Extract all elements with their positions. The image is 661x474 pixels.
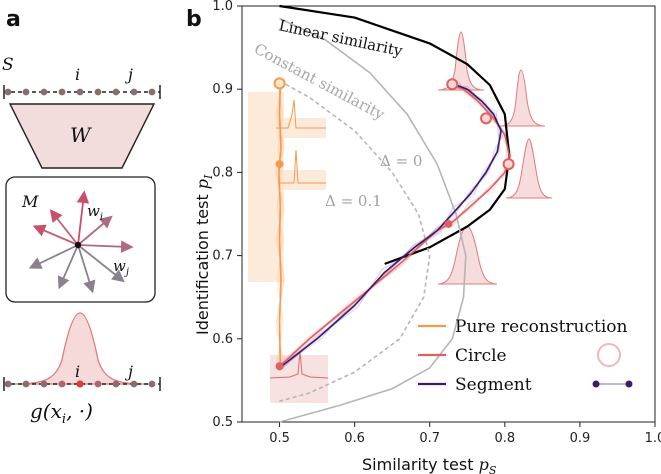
x-tick-label: 0.7: [419, 431, 440, 446]
x-tick-label: 0.5: [269, 431, 290, 446]
y-tick-label: 1.0: [212, 0, 233, 14]
legend-segment-dot-left: [592, 380, 600, 388]
x-tick-label: 0.6: [344, 431, 365, 446]
legend: Pure reconstruction Circle Segment: [418, 317, 633, 395]
bottom-index-i: i: [75, 362, 80, 381]
series-noise-trace: [274, 76, 286, 361]
series-line--0-1: [279, 80, 431, 402]
legend-circle-icon: [597, 343, 621, 367]
y-axis-label: Identification test pI: [193, 174, 215, 335]
set-s-label: S: [2, 55, 14, 75]
data-point: [275, 362, 284, 371]
legend-segment-dot-right: [625, 380, 633, 388]
y-tick-label: 0.5: [212, 415, 233, 430]
data-point: [502, 158, 515, 171]
data-point: [275, 160, 284, 169]
y-tick-label: 0.7: [212, 249, 233, 264]
weights-label: W: [70, 123, 92, 147]
chart-lines: [274, 4, 513, 423]
x-tick-label: 0.9: [570, 431, 591, 446]
vector-wi-label: wi: [87, 202, 103, 223]
series-line-linear-similarity: [279, 4, 511, 265]
series-line-pure-reconstruction: [278, 80, 282, 364]
series-line-segment: [279, 84, 502, 369]
x-axis-label: Similarity test pS: [362, 455, 497, 474]
y-tick-label: 0.9: [212, 82, 233, 97]
vector-wj-label: wj: [113, 257, 129, 278]
series-noise-trace: [274, 79, 286, 365]
label-delta-0: Δ = 0: [380, 152, 422, 170]
inset-backgrounds: [248, 92, 329, 403]
weights-trapezoid: W: [8, 103, 156, 169]
label-linear-similarity: Linear similarity: [277, 16, 404, 60]
x-tick-label: 0.8: [494, 431, 515, 446]
legend-label-segment: Segment: [455, 375, 532, 395]
x-tick-label: 1.0: [645, 431, 661, 446]
matrix-box: M wi wj: [5, 176, 156, 303]
data-point: [446, 78, 459, 91]
plot-frame: [241, 5, 656, 423]
data-point: [480, 112, 493, 125]
y-tick-label: 0.8: [212, 165, 233, 180]
x-axis: 0.5 0.6 0.7 0.8 0.9 1.0: [269, 422, 661, 446]
series-noise-trace: [275, 79, 285, 361]
data-point: [273, 77, 286, 90]
series-noise-trace: [275, 77, 285, 363]
y-tick-label: 0.6: [212, 332, 233, 347]
series-noise-trace: [276, 81, 284, 366]
legend-label-circle: Circle: [455, 346, 507, 366]
function-label: g(xi, ·): [30, 399, 93, 427]
bottom-index-j: j: [125, 362, 133, 381]
series-line-constant-similarity: [279, 17, 467, 423]
top-neuron-chain: S i j: [2, 55, 161, 99]
bottom-neuron-chain: i j g(xi, ·): [3, 312, 161, 427]
top-index-i: i: [75, 65, 80, 84]
top-index-j: j: [125, 65, 133, 84]
matrix-label: M: [21, 192, 39, 211]
panel-a-label: a: [6, 7, 21, 32]
chart-points: [273, 77, 515, 371]
legend-label-pure-reconstruction: Pure reconstruction: [455, 317, 628, 337]
data-point: [444, 219, 453, 228]
panel-b-label: b: [186, 7, 202, 32]
y-axis: 0.5 0.6 0.7 0.8 0.9 1.0: [212, 0, 242, 430]
label-delta-01: Δ = 0.1: [325, 192, 382, 210]
